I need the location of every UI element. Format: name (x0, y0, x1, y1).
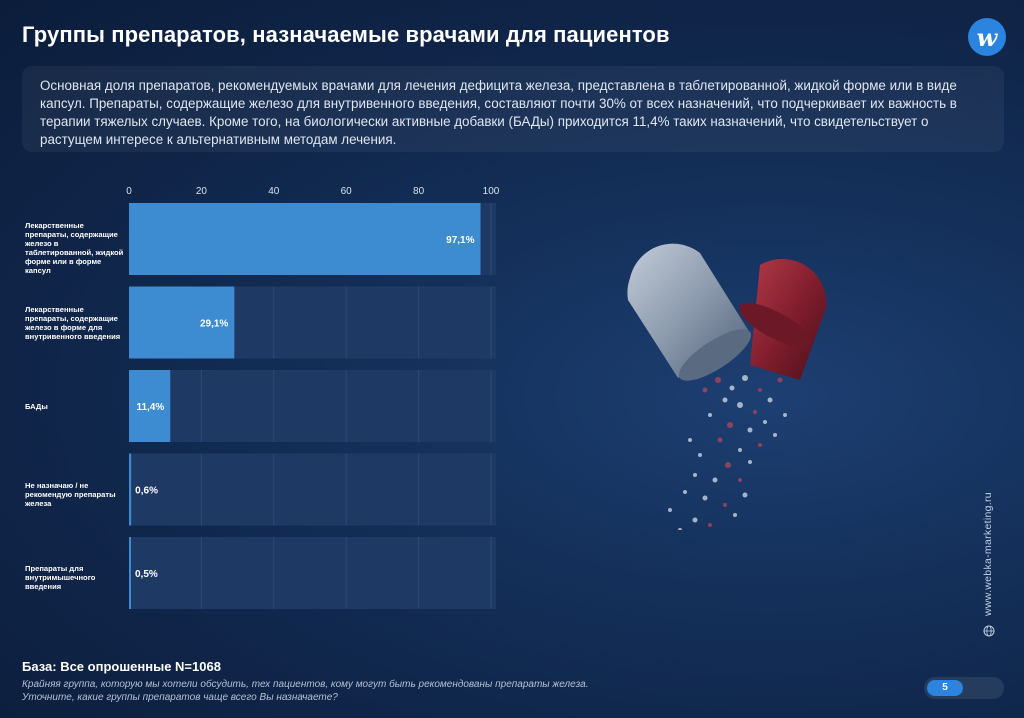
granule-dot (737, 402, 743, 408)
bar (129, 453, 132, 526)
granule-dot (753, 410, 757, 414)
granule-dot (733, 513, 737, 517)
granule-dot (742, 492, 748, 498)
granule-dot (767, 397, 773, 403)
granule-dot (747, 427, 753, 433)
bar-value-label: 0,6% (135, 486, 158, 497)
granule-dot (758, 443, 762, 447)
granule-dot (748, 460, 752, 464)
website-label: www.webka-marketing.ru (982, 492, 994, 616)
granule-dot (712, 477, 718, 483)
granule-dot (717, 437, 723, 443)
category-label: Препараты для внутримышечного введения (25, 564, 96, 591)
category-label: Не назначаю / не рекомендую препараты же… (25, 480, 116, 508)
granule-dot (693, 473, 697, 477)
granule-dot (738, 448, 742, 452)
granule-dot (722, 397, 728, 403)
bar (129, 203, 481, 275)
x-tick-label: 80 (413, 186, 425, 197)
footnote-line-2: Уточните, какие группы препаратов чаще в… (22, 692, 338, 703)
footnote-line-1: Крайняя группа, которую мы хотели обсуди… (22, 679, 589, 690)
granule-dot (777, 377, 783, 383)
bar-value-label: 97,1% (446, 235, 474, 246)
footnote: Крайняя группа, которую мы хотели обсуди… (22, 678, 642, 704)
granule-dot (702, 495, 708, 501)
bar-chart: 0 20 40 60 80 100 97,1% 29,1% 11,4% 0,6% 0,5% Лека… (0, 170, 520, 620)
x-tick-label: 20 (196, 186, 208, 197)
granule-dot (742, 375, 748, 381)
category-label: БАДы (25, 401, 48, 411)
granule-dot (708, 523, 712, 527)
brand-logo: w (968, 18, 1006, 56)
granule-dot (708, 413, 712, 417)
granule-dot (783, 413, 787, 417)
capsule-illustration (627, 243, 827, 530)
bar-track (129, 370, 496, 442)
granule-dot (725, 462, 731, 468)
granule-dot (668, 508, 672, 512)
x-tick-label: 40 (268, 186, 280, 197)
granule-dot (683, 490, 687, 494)
granule-dot (692, 517, 698, 523)
granule-dot (738, 478, 742, 482)
granule-dot (763, 420, 767, 424)
granule-dot (678, 528, 682, 530)
bar (129, 286, 235, 359)
x-tick-label: 100 (483, 186, 500, 197)
pagination: 5 (924, 677, 1004, 699)
bar-chart-canvas: 0 20 40 60 80 100 97,1% 29,1% 11,4% 0,6% 0,5% (126, 186, 500, 609)
category-label: Лекарственные препараты, содержащие желе… (25, 221, 124, 275)
intro-panel: Основная доля препаратов, рекомендуемых … (22, 66, 1004, 152)
bar-value-label: 29,1% (200, 319, 228, 330)
granule-dot (723, 503, 727, 507)
capsule-granules (668, 375, 787, 530)
base-label: База: Все опрошенные N=1068 (22, 659, 221, 674)
bar-track (129, 537, 496, 609)
bar-value-label: 11,4% (136, 402, 164, 413)
bar-value-label: 0,5% (135, 569, 158, 580)
granule-dot (702, 387, 708, 393)
bar (129, 370, 171, 442)
x-tick-label: 60 (341, 186, 353, 197)
granule-dot (729, 385, 735, 391)
granule-dot (698, 453, 702, 457)
category-label: Лекарственные препараты, содержащие желе… (25, 304, 121, 341)
granule-dot (688, 438, 692, 442)
bar-track (129, 453, 496, 526)
globe-icon (983, 625, 995, 637)
intro-text: Основная доля препаратов, рекомендуемых … (40, 78, 957, 147)
x-tick-label: 0 (126, 186, 132, 197)
granule-dot (758, 388, 762, 392)
granule-dot (715, 377, 721, 383)
granule-dot (773, 433, 777, 437)
bar (129, 537, 131, 609)
page-number: 5 (927, 680, 963, 696)
page-title: Группы препаратов, назначаемые врачами д… (22, 22, 670, 47)
granule-dot (727, 422, 733, 428)
